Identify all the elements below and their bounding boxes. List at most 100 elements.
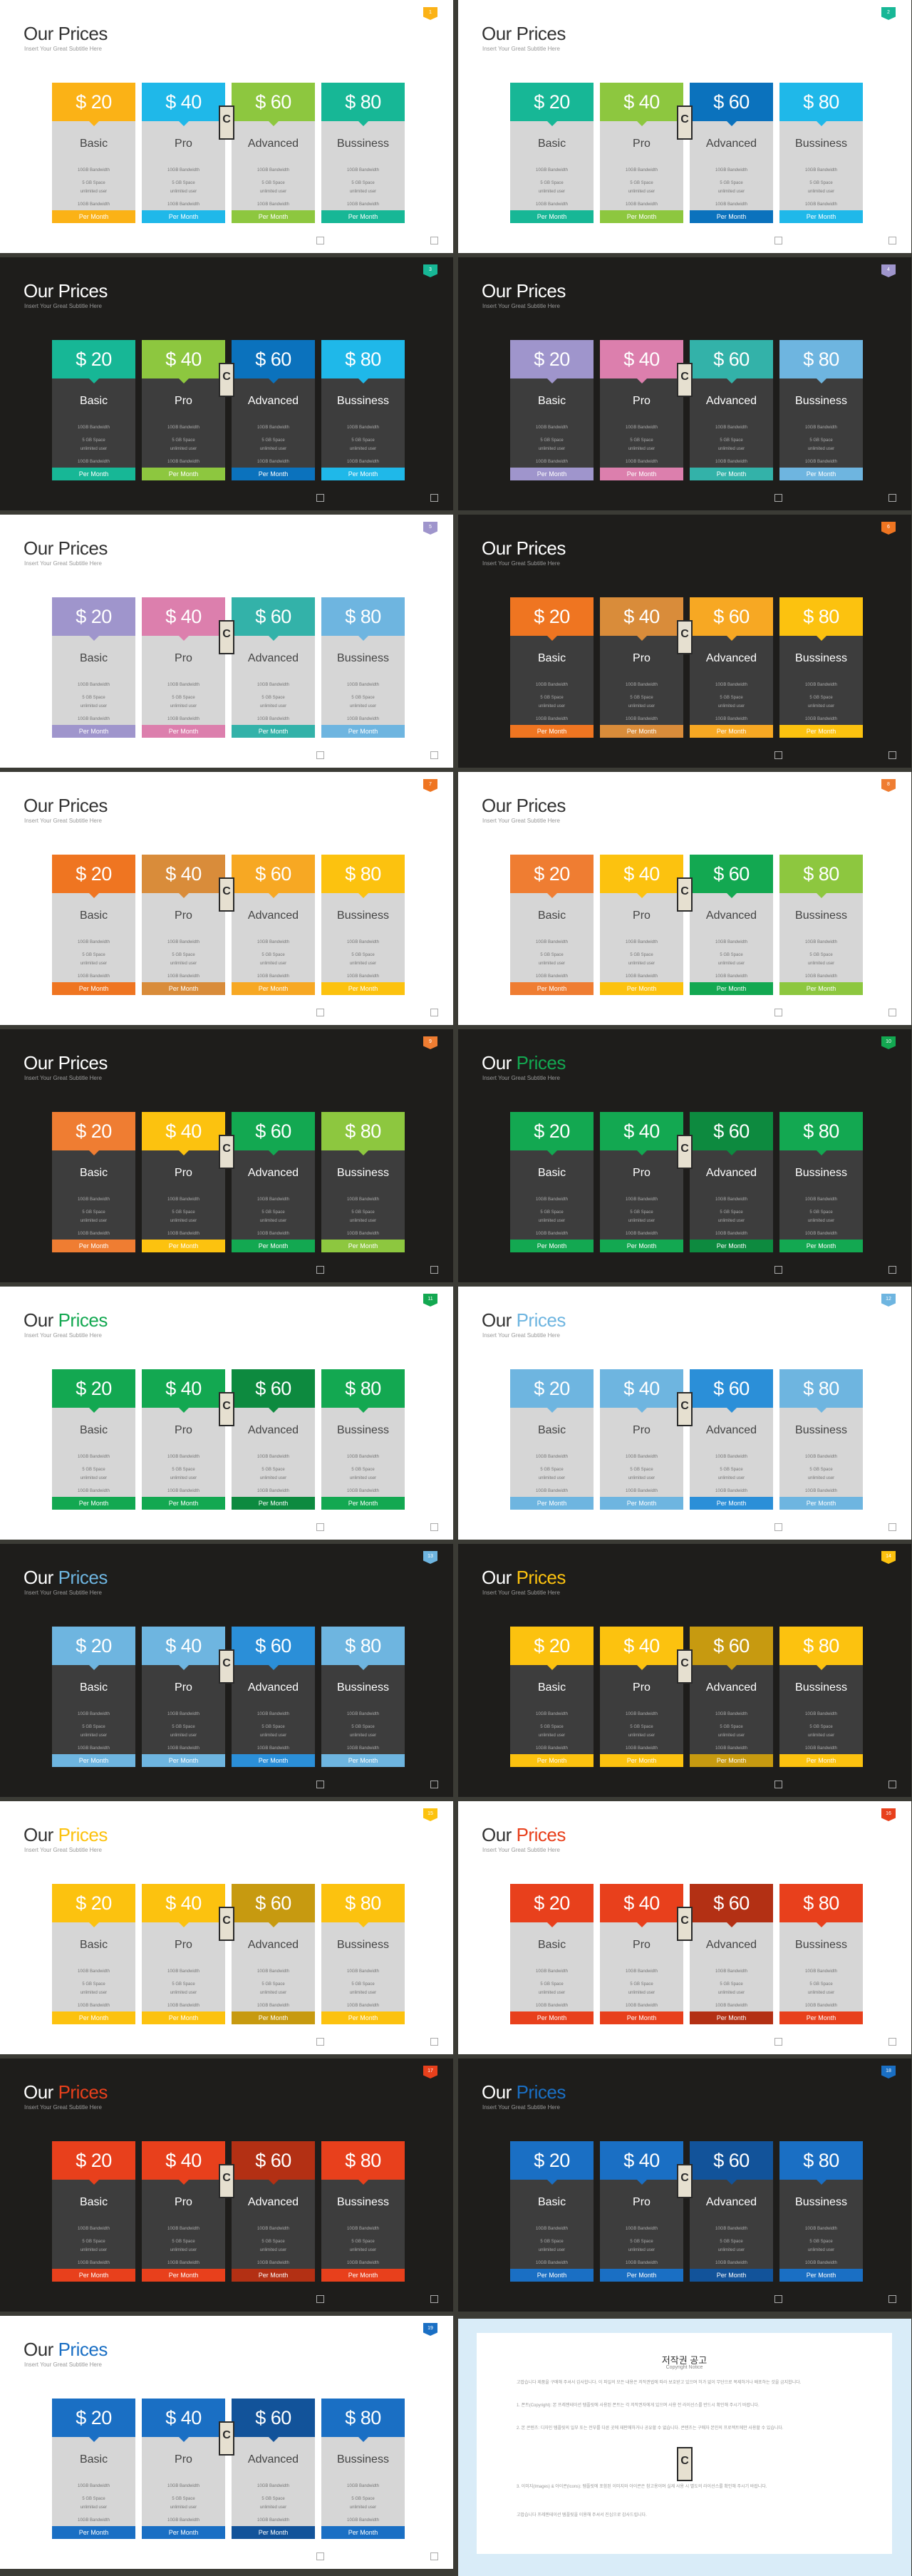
per-month-button[interactable]: Per Month [510, 2011, 594, 2024]
per-month-button[interactable]: Per Month [52, 2269, 135, 2282]
pricing-card-advanced[interactable]: $ 60 Advanced 10GB Bandwidth 5 GB Space unli… [232, 1112, 315, 1252]
pricing-slide[interactable]: Our Prices Insert Your Great Subtitle Her… [0, 1287, 453, 1540]
per-month-button[interactable]: Per Month [600, 2011, 683, 2024]
pricing-card-basic[interactable]: $ 20 Basic 10GB Bandwidth 5 GB Space unlimit… [510, 83, 594, 223]
per-month-button[interactable]: Per Month [321, 1240, 405, 1252]
pricing-card-pro[interactable]: $ 40 Pro 10GB Bandwidth 5 GB Space unlimited… [142, 1112, 225, 1252]
per-month-button[interactable]: Per Month [52, 468, 135, 480]
pricing-card-bussiness[interactable]: $ 80 Bussiness 10GB Bandwidth 5 GB Space unl… [321, 1627, 405, 1767]
pricing-card-basic[interactable]: $ 20 Basic 10GB Bandwidth 5 GB Space unlimit… [510, 2141, 594, 2282]
per-month-button[interactable]: Per Month [232, 2269, 315, 2282]
pricing-card-pro[interactable]: $ 40 Pro 10GB Bandwidth 5 GB Space unlimited… [142, 340, 225, 480]
pricing-slide[interactable]: Our Prices Insert Your Great Subtitle Her… [458, 772, 911, 1025]
pricing-slide[interactable]: Our Prices Insert Your Great Subtitle Her… [0, 1029, 453, 1282]
pricing-slide[interactable]: Our Prices Insert Your Great Subtitle Her… [458, 257, 911, 510]
pricing-card-advanced[interactable]: $ 60 Advanced 10GB Bandwidth 5 GB Space unli… [690, 1884, 773, 2024]
pricing-card-advanced[interactable]: $ 60 Advanced 10GB Bandwidth 5 GB Space unli… [690, 83, 773, 223]
per-month-button[interactable]: Per Month [779, 210, 863, 223]
pricing-card-pro[interactable]: $ 40 Pro 10GB Bandwidth 5 GB Space unlimited… [142, 1884, 225, 2024]
pricing-card-bussiness[interactable]: $ 80 Bussiness 10GB Bandwidth 5 GB Space unl… [779, 855, 863, 995]
per-month-button[interactable]: Per Month [52, 2526, 135, 2539]
per-month-button[interactable]: Per Month [142, 210, 225, 223]
per-month-button[interactable]: Per Month [321, 1754, 405, 1767]
pricing-card-pro[interactable]: $ 40 Pro 10GB Bandwidth 5 GB Space unlimited… [600, 855, 683, 995]
per-month-button[interactable]: Per Month [510, 2269, 594, 2282]
pricing-card-bussiness[interactable]: $ 80 Bussiness 10GB Bandwidth 5 GB Space unl… [779, 1627, 863, 1767]
per-month-button[interactable]: Per Month [52, 982, 135, 995]
pricing-card-advanced[interactable]: $ 60 Advanced 10GB Bandwidth 5 GB Space unli… [232, 855, 315, 995]
pricing-card-advanced[interactable]: $ 60 Advanced 10GB Bandwidth 5 GB Space unli… [232, 83, 315, 223]
per-month-button[interactable]: Per Month [321, 2011, 405, 2024]
pricing-card-bussiness[interactable]: $ 80 Bussiness 10GB Bandwidth 5 GB Space unl… [779, 1112, 863, 1252]
per-month-button[interactable]: Per Month [232, 2526, 315, 2539]
pricing-card-basic[interactable]: $ 20 Basic 10GB Bandwidth 5 GB Space unlimit… [52, 83, 135, 223]
pricing-slide[interactable]: Our Prices Insert Your Great Subtitle Her… [0, 515, 453, 768]
per-month-button[interactable]: Per Month [52, 1497, 135, 1510]
pricing-card-pro[interactable]: $ 40 Pro 10GB Bandwidth 5 GB Space unlimited… [600, 2141, 683, 2282]
per-month-button[interactable]: Per Month [600, 1240, 683, 1252]
pricing-card-pro[interactable]: $ 40 Pro 10GB Bandwidth 5 GB Space unlimited… [600, 83, 683, 223]
pricing-slide[interactable]: Our Prices Insert Your Great Subtitle Her… [0, 257, 453, 510]
pricing-card-advanced[interactable]: $ 60 Advanced 10GB Bandwidth 5 GB Space unli… [232, 2141, 315, 2282]
pricing-slide[interactable]: Our Prices Insert Your Great Subtitle Her… [458, 0, 911, 253]
pricing-card-basic[interactable]: $ 20 Basic 10GB Bandwidth 5 GB Space unlimit… [52, 1369, 135, 1510]
per-month-button[interactable]: Per Month [600, 1754, 683, 1767]
pricing-card-pro[interactable]: $ 40 Pro 10GB Bandwidth 5 GB Space unlimited… [600, 597, 683, 738]
per-month-button[interactable]: Per Month [600, 210, 683, 223]
pricing-card-pro[interactable]: $ 40 Pro 10GB Bandwidth 5 GB Space unlimited… [600, 340, 683, 480]
per-month-button[interactable]: Per Month [232, 210, 315, 223]
pricing-slide[interactable]: Our Prices Insert Your Great Subtitle Her… [0, 2059, 453, 2312]
per-month-button[interactable]: Per Month [690, 2011, 773, 2024]
per-month-button[interactable]: Per Month [600, 1497, 683, 1510]
pricing-card-advanced[interactable]: $ 60 Advanced 10GB Bandwidth 5 GB Space unli… [690, 1112, 773, 1252]
pricing-card-bussiness[interactable]: $ 80 Bussiness 10GB Bandwidth 5 GB Space unl… [321, 83, 405, 223]
per-month-button[interactable]: Per Month [232, 468, 315, 480]
per-month-button[interactable]: Per Month [321, 2269, 405, 2282]
pricing-slide[interactable]: Our Prices Insert Your Great Subtitle Her… [0, 772, 453, 1025]
per-month-button[interactable]: Per Month [52, 1754, 135, 1767]
pricing-slide[interactable]: Our Prices Insert Your Great Subtitle Her… [0, 0, 453, 253]
per-month-button[interactable]: Per Month [142, 1754, 225, 1767]
pricing-card-basic[interactable]: $ 20 Basic 10GB Bandwidth 5 GB Space unlimit… [52, 1884, 135, 2024]
pricing-card-bussiness[interactable]: $ 80 Bussiness 10GB Bandwidth 5 GB Space unl… [779, 83, 863, 223]
per-month-button[interactable]: Per Month [142, 1497, 225, 1510]
pricing-card-pro[interactable]: $ 40 Pro 10GB Bandwidth 5 GB Space unlimited… [600, 1112, 683, 1252]
pricing-slide[interactable]: Our Prices Insert Your Great Subtitle Her… [458, 1287, 911, 1540]
pricing-card-advanced[interactable]: $ 60 Advanced 10GB Bandwidth 5 GB Space unli… [232, 1369, 315, 1510]
pricing-card-advanced[interactable]: $ 60 Advanced 10GB Bandwidth 5 GB Space unli… [690, 1627, 773, 1767]
pricing-card-basic[interactable]: $ 20 Basic 10GB Bandwidth 5 GB Space unlimit… [52, 2141, 135, 2282]
per-month-button[interactable]: Per Month [510, 982, 594, 995]
per-month-button[interactable]: Per Month [321, 982, 405, 995]
per-month-button[interactable]: Per Month [600, 2269, 683, 2282]
pricing-card-basic[interactable]: $ 20 Basic 10GB Bandwidth 5 GB Space unlimit… [510, 1369, 594, 1510]
per-month-button[interactable]: Per Month [510, 210, 594, 223]
pricing-card-basic[interactable]: $ 20 Basic 10GB Bandwidth 5 GB Space unlimit… [52, 597, 135, 738]
pricing-card-bussiness[interactable]: $ 80 Bussiness 10GB Bandwidth 5 GB Space unl… [321, 2399, 405, 2539]
pricing-card-bussiness[interactable]: $ 80 Bussiness 10GB Bandwidth 5 GB Space unl… [779, 340, 863, 480]
pricing-card-bussiness[interactable]: $ 80 Bussiness 10GB Bandwidth 5 GB Space unl… [321, 340, 405, 480]
pricing-slide[interactable]: Our Prices Insert Your Great Subtitle Her… [458, 2059, 911, 2312]
pricing-card-basic[interactable]: $ 20 Basic 10GB Bandwidth 5 GB Space unlimit… [52, 340, 135, 480]
pricing-card-basic[interactable]: $ 20 Basic 10GB Bandwidth 5 GB Space unlimit… [52, 1627, 135, 1767]
per-month-button[interactable]: Per Month [52, 2011, 135, 2024]
pricing-card-advanced[interactable]: $ 60 Advanced 10GB Bandwidth 5 GB Space unli… [232, 340, 315, 480]
per-month-button[interactable]: Per Month [232, 1240, 315, 1252]
per-month-button[interactable]: Per Month [690, 1497, 773, 1510]
per-month-button[interactable]: Per Month [510, 1497, 594, 1510]
pricing-card-pro[interactable]: $ 40 Pro 10GB Bandwidth 5 GB Space unlimited… [600, 1884, 683, 2024]
pricing-card-basic[interactable]: $ 20 Basic 10GB Bandwidth 5 GB Space unlimit… [52, 855, 135, 995]
per-month-button[interactable]: Per Month [600, 725, 683, 738]
per-month-button[interactable]: Per Month [52, 210, 135, 223]
per-month-button[interactable]: Per Month [779, 982, 863, 995]
pricing-card-advanced[interactable]: $ 60 Advanced 10GB Bandwidth 5 GB Space unli… [232, 2399, 315, 2539]
pricing-card-pro[interactable]: $ 40 Pro 10GB Bandwidth 5 GB Space unlimited… [142, 2141, 225, 2282]
pricing-card-pro[interactable]: $ 40 Pro 10GB Bandwidth 5 GB Space unlimited… [142, 83, 225, 223]
per-month-button[interactable]: Per Month [232, 2011, 315, 2024]
pricing-card-basic[interactable]: $ 20 Basic 10GB Bandwidth 5 GB Space unlimit… [510, 855, 594, 995]
pricing-card-advanced[interactable]: $ 60 Advanced 10GB Bandwidth 5 GB Space unli… [690, 597, 773, 738]
pricing-card-bussiness[interactable]: $ 80 Bussiness 10GB Bandwidth 5 GB Space unl… [321, 855, 405, 995]
pricing-card-advanced[interactable]: $ 60 Advanced 10GB Bandwidth 5 GB Space unli… [232, 1884, 315, 2024]
per-month-button[interactable]: Per Month [142, 2269, 225, 2282]
pricing-card-advanced[interactable]: $ 60 Advanced 10GB Bandwidth 5 GB Space unli… [690, 1369, 773, 1510]
per-month-button[interactable]: Per Month [779, 1754, 863, 1767]
